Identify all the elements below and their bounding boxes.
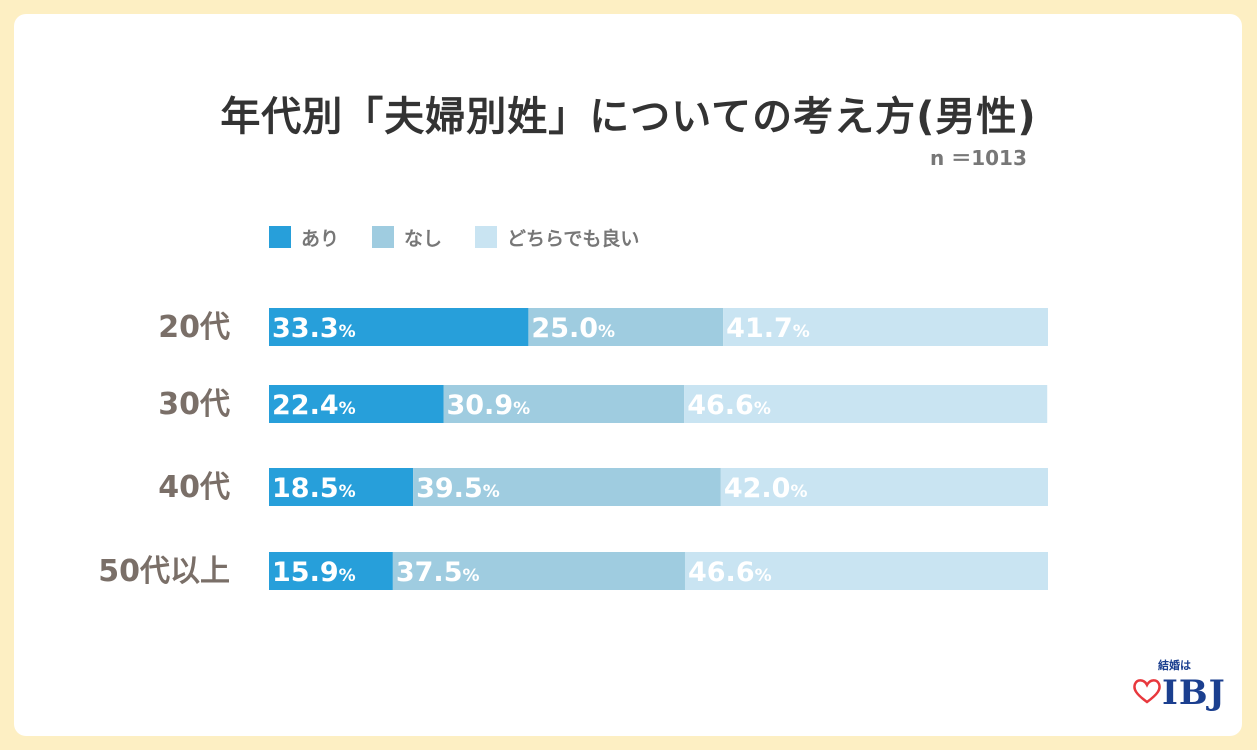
- bar-segment: [269, 385, 444, 423]
- data-label: 33.3%: [272, 313, 356, 344]
- data-label: 46.6%: [688, 557, 772, 588]
- legend-swatch-either: [475, 226, 497, 248]
- legend-item-either: どちらでも良い: [475, 225, 640, 250]
- bar-segment: [684, 385, 1048, 423]
- data-label: 15.9%: [272, 557, 356, 588]
- bar-segment: [392, 552, 685, 590]
- legend-label-ari: あり: [301, 227, 340, 250]
- data-label: 30.9%: [446, 390, 530, 421]
- bar-segment: [269, 552, 393, 590]
- bar-segment: [413, 468, 721, 506]
- bar-segment: [684, 552, 1048, 590]
- legend-item-ari: あり: [269, 225, 340, 250]
- category-label: 50代以上: [98, 554, 230, 589]
- heart-icon: [1133, 679, 1161, 704]
- category-label: 40代: [158, 470, 230, 505]
- legend-item-nashi: なし: [372, 225, 443, 250]
- bar-segment: [528, 308, 724, 346]
- bar-segment: [269, 308, 529, 346]
- data-label: 22.4%: [272, 390, 356, 421]
- logo-tagline: 結婚は: [1158, 659, 1191, 672]
- legend-swatch-ari: [269, 226, 291, 248]
- bar-segment: [443, 385, 685, 423]
- legend-swatch-nashi: [372, 226, 394, 248]
- data-label: 39.5%: [416, 473, 500, 504]
- data-label: 25.0%: [531, 313, 615, 344]
- chart-card: [14, 14, 1242, 736]
- category-label: 30代: [158, 387, 230, 422]
- data-label: 41.7%: [726, 313, 810, 344]
- data-label: 46.6%: [687, 390, 771, 421]
- ibj-logo: 結婚は IBJ: [1130, 655, 1225, 717]
- chart-title: 年代別「夫婦別姓」についての考え方(男性): [220, 94, 1037, 140]
- legend-label-either: どちらでも良い: [507, 227, 640, 250]
- logo-brand: IBJ: [1162, 673, 1226, 713]
- category-label: 20代: [158, 310, 230, 345]
- bar-segment: [720, 468, 1048, 506]
- data-label: 18.5%: [272, 473, 356, 504]
- sample-size: n ＝1013: [930, 146, 1027, 170]
- legend-label-nashi: なし: [404, 227, 443, 250]
- data-label: 37.5%: [396, 557, 480, 588]
- data-label: 42.0%: [724, 473, 808, 504]
- bar-segment: [269, 468, 414, 506]
- bar-segment: [723, 308, 1048, 346]
